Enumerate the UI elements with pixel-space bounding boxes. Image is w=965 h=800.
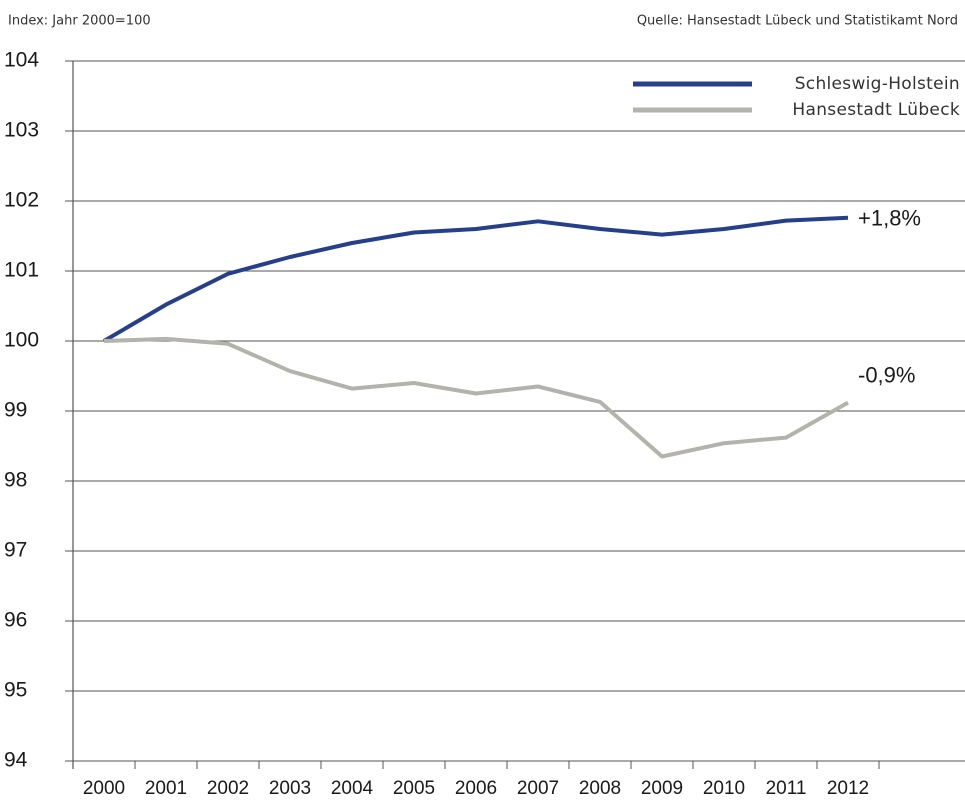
- y-tick-label: 102: [4, 189, 39, 212]
- x-tick-label: 2009: [641, 778, 683, 799]
- x-tick-label: 2001: [145, 778, 187, 799]
- legend-label: Hansestadt Lübeck: [792, 100, 960, 120]
- y-tick-label: 100: [4, 329, 39, 352]
- x-tick-label: 2004: [331, 778, 374, 799]
- end-annotation: -0,9%: [858, 362, 915, 387]
- x-tick-label: 2010: [703, 778, 745, 799]
- y-tick-label: 103: [4, 119, 39, 142]
- y-tick-label: 101: [4, 259, 39, 282]
- y-tick-label: 97: [4, 539, 27, 562]
- legend-label: Schleswig-Holstein: [795, 74, 960, 94]
- x-tick-label: 2002: [207, 778, 249, 799]
- y-tick-label: 96: [4, 609, 27, 632]
- x-tick-label: 2000: [83, 778, 125, 799]
- x-tick-label: 2012: [827, 778, 869, 799]
- y-tick-label: 104: [4, 49, 39, 72]
- subtitle: Index: Jahr 2000=100: [8, 14, 151, 29]
- x-tick-label: 2011: [766, 778, 807, 799]
- y-tick-label: 95: [4, 679, 27, 702]
- y-tick-label: 94: [4, 749, 28, 772]
- series-line: [103, 336, 849, 459]
- series-line: [102, 215, 849, 343]
- source: Quelle: Hansestadt Lübeck und Statistika…: [637, 14, 958, 29]
- end-annotation: +1,8%: [858, 206, 921, 231]
- x-tick-label: 2007: [517, 778, 559, 799]
- x-tick-label: 2005: [393, 778, 435, 799]
- x-tick-label: 2003: [269, 778, 311, 799]
- y-tick-label: 99: [4, 399, 27, 422]
- x-tick-label: 2006: [455, 778, 497, 799]
- x-tick-label: 2008: [579, 778, 621, 799]
- y-tick-label: 98: [4, 469, 27, 492]
